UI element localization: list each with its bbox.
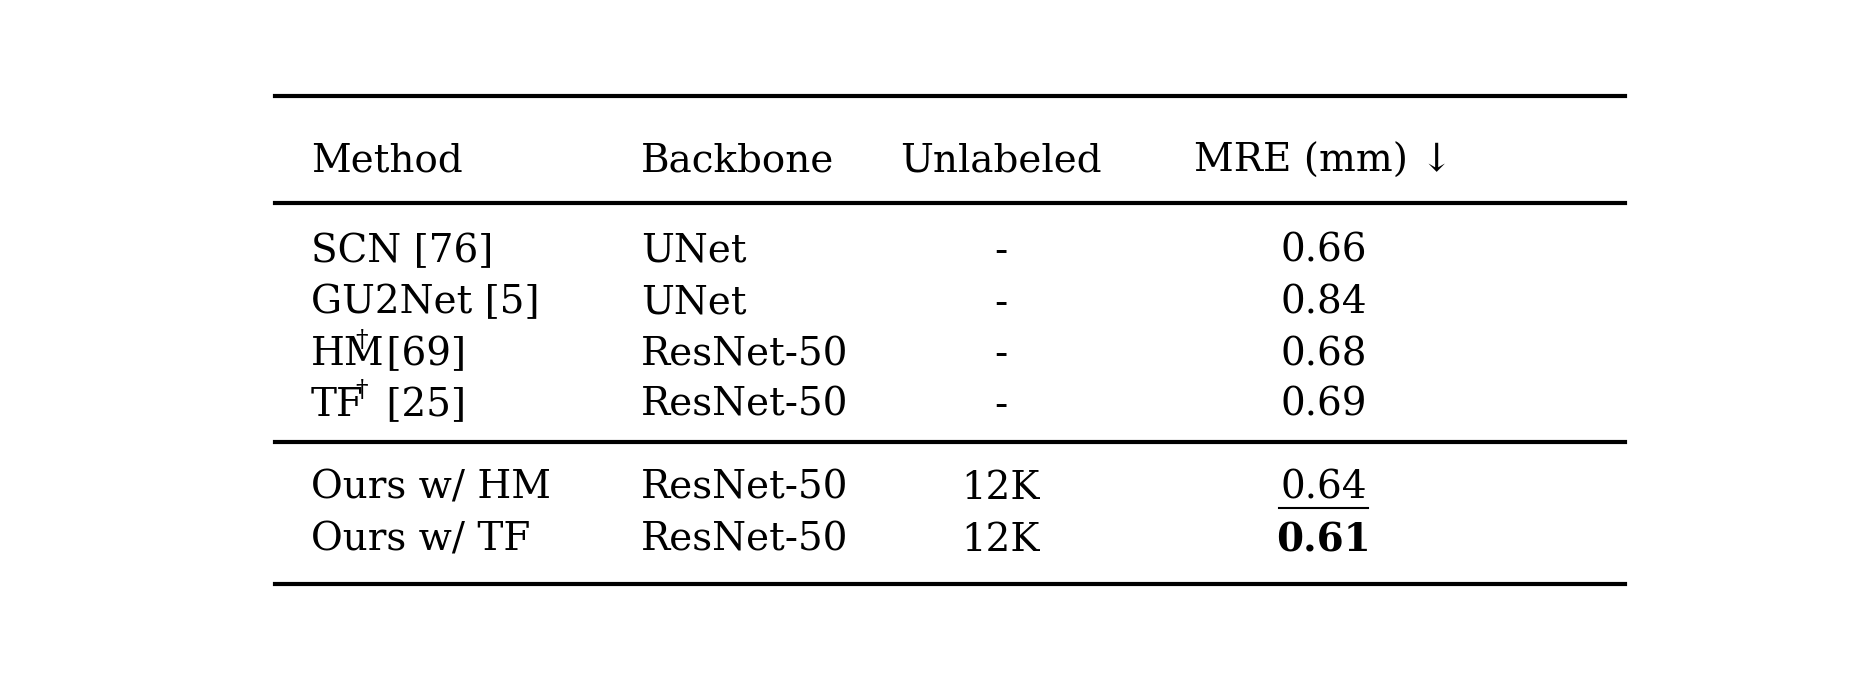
Text: †: † [356,329,367,352]
Text: 12K: 12K [960,522,1040,559]
Text: †: † [356,379,367,402]
Text: UNet: UNet [641,284,747,321]
Text: GU2Net [5]: GU2Net [5] [311,284,540,321]
Text: 0.64: 0.64 [1281,470,1366,507]
Text: 0.68: 0.68 [1281,336,1366,373]
Text: 0.69: 0.69 [1281,387,1366,424]
Text: -: - [994,387,1007,424]
Text: 0.61: 0.61 [1276,521,1372,559]
Text: 0.66: 0.66 [1281,233,1366,270]
Text: 0.84: 0.84 [1281,284,1366,321]
Text: [25]: [25] [375,387,465,424]
Text: Unlabeled: Unlabeled [899,143,1101,180]
Text: UNet: UNet [641,233,747,270]
Text: 12K: 12K [960,470,1040,507]
Text: TF: TF [311,387,363,424]
Text: ResNet-50: ResNet-50 [641,522,849,559]
Text: ResNet-50: ResNet-50 [641,387,849,424]
Text: ResNet-50: ResNet-50 [641,336,849,373]
Text: ResNet-50: ResNet-50 [641,470,849,507]
Text: [69]: [69] [375,336,465,373]
Text: HM: HM [311,336,384,373]
Text: -: - [994,284,1007,321]
Text: Ours w/ HM: Ours w/ HM [311,470,551,507]
Text: Backbone: Backbone [641,143,834,180]
Text: -: - [994,233,1007,270]
Text: Method: Method [311,143,462,180]
Text: SCN [76]: SCN [76] [311,233,493,270]
Text: MRE (mm) ↓: MRE (mm) ↓ [1194,143,1454,180]
Text: -: - [994,336,1007,373]
Text: Ours w/ TF: Ours w/ TF [311,522,530,559]
